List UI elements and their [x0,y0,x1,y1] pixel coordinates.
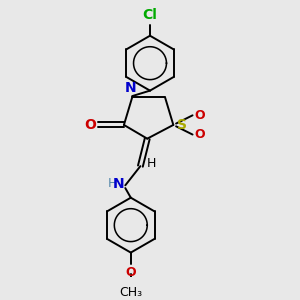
Text: O: O [125,266,136,279]
Text: O: O [195,109,206,122]
Text: O: O [84,118,96,132]
Text: H: H [146,157,156,170]
Text: CH₃: CH₃ [119,286,142,298]
Text: S: S [177,118,187,132]
Text: H: H [108,178,118,190]
Text: O: O [195,128,206,141]
Text: N: N [125,81,136,95]
Text: N: N [112,177,124,191]
Text: Cl: Cl [142,8,158,22]
